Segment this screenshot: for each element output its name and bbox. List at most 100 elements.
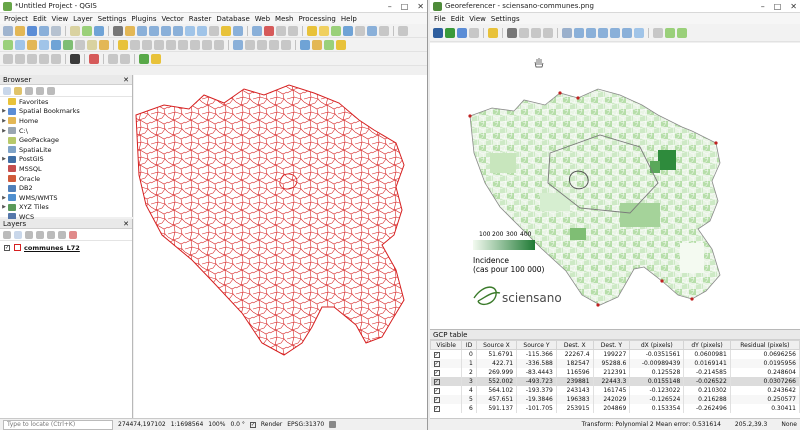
toolbar-button-icon[interactable] [634, 27, 644, 38]
gcp-cell[interactable]: 0.0307266 [730, 376, 800, 386]
toolbar-button-icon[interactable] [27, 53, 37, 64]
panel-close-icon[interactable]: ✕ [123, 76, 129, 84]
gcp-cell[interactable]: -0.126524 [629, 394, 685, 405]
gcp-cell[interactable]: 0.250577 [730, 394, 800, 405]
toolbar-button-icon[interactable] [312, 39, 322, 50]
toolbar-button-icon[interactable] [307, 25, 317, 36]
toolbar-button-icon[interactable] [574, 27, 584, 38]
toolbar-button-icon[interactable] [319, 25, 329, 36]
gcp-cell[interactable]: 0.153354 [629, 404, 685, 414]
toolbar-button-icon[interactable] [586, 27, 596, 38]
gcp-cell[interactable]: 212391 [593, 367, 631, 377]
gcp-cell[interactable]: 591.137 [476, 404, 518, 414]
browser-item[interactable]: DB2 [0, 183, 132, 193]
menu-raster[interactable]: Raster [188, 14, 212, 23]
toolbar-button-icon[interactable] [433, 27, 443, 38]
toolbar-button-icon[interactable] [94, 25, 104, 36]
toolbar-button-icon[interactable] [367, 25, 377, 36]
gcp-cell[interactable]: 6 [461, 404, 477, 414]
toolbar-button-icon[interactable] [151, 53, 161, 64]
gcp-cell[interactable]: 243143 [556, 385, 594, 395]
menu-settings[interactable]: Settings [97, 14, 127, 23]
browser-item[interactable]: MSSQL [0, 164, 132, 174]
gcp-cell[interactable]: 552.002 [476, 376, 518, 386]
gcp-cell[interactable]: -0.0351561 [629, 349, 685, 359]
gcp-cell[interactable]: 0.216288 [683, 394, 731, 405]
toolbar-button-icon[interactable] [130, 39, 140, 50]
gcp-visible-cell[interactable]: ✓ [430, 349, 463, 359]
browser-item[interactable]: ▶ PostGIS [0, 155, 132, 165]
gcp-cell[interactable]: 22267.4 [556, 349, 594, 359]
gcp-cell[interactable]: -115.366 [516, 349, 557, 359]
gcp-visible-cell[interactable]: ✓ [430, 404, 463, 414]
toolbar-button-icon[interactable] [269, 39, 279, 50]
toolbar-button-icon[interactable] [173, 25, 183, 36]
toolbar-button-icon[interactable] [161, 25, 171, 36]
toolbar-button-icon[interactable] [281, 39, 291, 50]
gcp-column-header[interactable]: Residual (pixels) [729, 340, 800, 350]
locator-search-input[interactable]: Type to locate (Ctrl+K) [3, 419, 113, 430]
toolbar-button-icon[interactable] [300, 39, 310, 50]
gcp-cell[interactable]: 564.102 [476, 385, 518, 395]
gcp-cell[interactable]: -0.262496 [683, 404, 731, 414]
toolbar-button-icon[interactable] [543, 27, 553, 38]
georef-canvas[interactable]: 100 200 300 400 Incidence (cas pour 100 … [430, 43, 800, 329]
gcp-visible-checkbox[interactable]: ✓ [433, 378, 440, 385]
toolbar-button-icon[interactable] [137, 25, 147, 36]
toolbar-button-icon[interactable] [120, 53, 130, 64]
gcp-cell[interactable]: 1 [461, 358, 477, 368]
gcp-visible-checkbox[interactable]: ✓ [433, 360, 440, 367]
toolbar-button-icon[interactable] [139, 53, 149, 64]
expand-arrow-icon[interactable]: ▶ [2, 194, 6, 201]
gcp-visible-checkbox[interactable]: ✓ [433, 369, 440, 376]
toolbar-button-icon[interactable] [118, 39, 128, 50]
toolbar-button-icon[interactable] [70, 53, 80, 64]
toolbar-button-icon[interactable] [185, 25, 195, 36]
toolbar-button-icon[interactable] [39, 25, 49, 36]
gcp-cell[interactable]: 457.651 [476, 394, 518, 405]
gcp-cell[interactable]: 51.6791 [476, 349, 518, 359]
toolbar-button-icon[interactable] [197, 25, 207, 36]
toolbar-button-icon[interactable] [233, 25, 243, 36]
close-icon[interactable]: ✕ [790, 1, 797, 11]
gcp-cell[interactable]: 204869 [593, 404, 631, 414]
toolbar-button-icon[interactable] [562, 27, 572, 38]
toolbar-button-icon[interactable] [324, 39, 334, 50]
browser-item[interactable]: GeoPackage [0, 135, 132, 145]
maximize-icon[interactable]: □ [400, 1, 409, 11]
expand-arrow-icon[interactable]: ▶ [2, 156, 6, 163]
toolbar-button-icon[interactable] [245, 39, 255, 50]
gcp-row[interactable]: ✓ 4 564.102 -193.379 243143 161745 -0.123022 0.… [430, 385, 800, 395]
gcp-visible-checkbox[interactable]: ✓ [433, 397, 440, 404]
gcp-column-header[interactable]: dX (pixels) [629, 340, 685, 350]
toolbar-button-icon[interactable] [51, 39, 61, 50]
browser-item[interactable]: SpatiaLite [0, 145, 132, 155]
toolbar-button-icon[interactable] [252, 25, 262, 36]
menu-plugins[interactable]: Plugins [131, 14, 157, 23]
toolbar-button-icon[interactable] [355, 25, 365, 36]
expand-arrow-icon[interactable]: ▶ [2, 117, 6, 124]
gcp-visible-cell[interactable]: ✓ [430, 385, 463, 395]
gcp-visible-cell[interactable]: ✓ [430, 394, 463, 405]
toolbar-button-icon[interactable] [178, 39, 188, 50]
menu-database[interactable]: Database [216, 14, 250, 23]
gcp-cell[interactable]: -0.123022 [629, 385, 685, 395]
expand-arrow-icon[interactable]: ▶ [2, 108, 6, 115]
gcp-cell[interactable]: -193.379 [516, 385, 557, 395]
toolbar-button-icon[interactable] [27, 25, 37, 36]
gcp-column-header[interactable]: Dest. Y [592, 340, 631, 350]
gcp-cell[interactable]: 253915 [556, 404, 594, 414]
browser-item[interactable]: ▶ Spatial Bookmarks [0, 107, 132, 117]
gcp-cell[interactable]: 22443.3 [593, 376, 631, 386]
gcp-cell[interactable]: -0.214585 [683, 367, 731, 377]
gcp-cell[interactable]: 4 [461, 385, 477, 395]
menu-project[interactable]: Project [4, 14, 28, 23]
close-icon[interactable]: ✕ [417, 1, 424, 11]
menu-processing[interactable]: Processing [298, 14, 336, 23]
gcp-cell[interactable]: 0 [461, 349, 477, 359]
gcp-cell[interactable]: 0.0696256 [730, 349, 800, 359]
coordinate-readout[interactable]: 274474,197102 [118, 421, 166, 428]
toolbar-button-icon[interactable] [3, 39, 13, 50]
gcp-cell[interactable]: 3 [461, 376, 477, 386]
toolbar-button-icon[interactable] [113, 25, 123, 36]
